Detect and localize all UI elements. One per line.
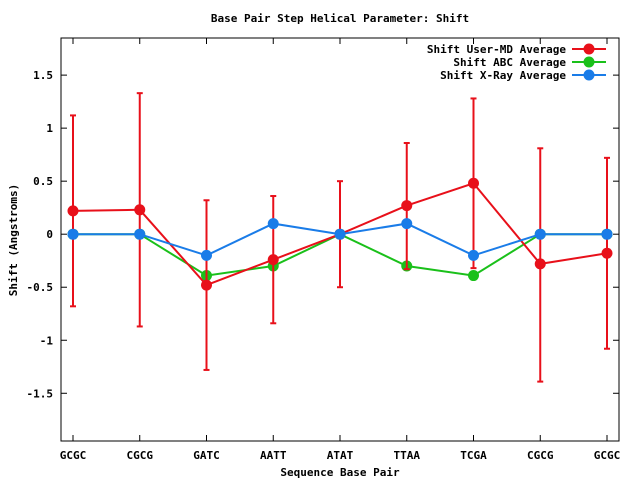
x-tick-label: GCGC xyxy=(594,449,621,462)
y-tick-label: 0.5 xyxy=(33,175,53,188)
data-point xyxy=(334,228,346,240)
data-point xyxy=(134,204,146,216)
legend-marker xyxy=(583,69,595,81)
x-axis-label: Sequence Base Pair xyxy=(280,466,400,479)
legend-label: Shift X-Ray Average xyxy=(440,69,566,82)
series-layer xyxy=(67,92,613,383)
data-point xyxy=(534,258,546,270)
y-tick-label: -0.5 xyxy=(27,281,54,294)
y-tick-label: -1.5 xyxy=(27,387,54,400)
series-0 xyxy=(67,92,613,383)
data-point xyxy=(267,218,279,230)
data-point xyxy=(134,228,146,240)
data-point xyxy=(267,254,279,266)
data-point xyxy=(468,270,479,282)
data-point xyxy=(601,228,613,240)
y-axis-ticks: -1.5 -1 -0.5 0 0.5 1 1.5 xyxy=(27,69,619,400)
data-point xyxy=(67,228,79,240)
data-point xyxy=(601,247,613,259)
x-tick-label: CGCG xyxy=(127,449,154,462)
legend-marker xyxy=(583,56,595,68)
legend-marker xyxy=(583,43,595,55)
x-tick-label: AATT xyxy=(260,449,287,462)
legend-label: Shift ABC Average xyxy=(453,56,566,69)
data-point xyxy=(468,249,479,261)
data-point xyxy=(201,249,212,261)
legend-label: Shift User-MD Average xyxy=(427,43,566,56)
x-axis-ticks: GCGC CGCG GATC AATT ATAT TTAA TCGA CGCG GCGC xyxy=(60,38,621,462)
chart-title: Base Pair Step Helical Parameter: Shift xyxy=(211,12,469,25)
series-2 xyxy=(67,218,613,261)
x-tick-label: GCGC xyxy=(60,449,87,462)
y-tick-label: 1.5 xyxy=(33,69,53,82)
y-tick-label: -1 xyxy=(40,334,54,347)
x-tick-label: GATC xyxy=(193,449,220,462)
data-point xyxy=(401,200,413,212)
x-tick-label: ATAT xyxy=(327,449,354,462)
x-tick-label: TCGA xyxy=(460,449,487,462)
y-tick-label: 1 xyxy=(46,122,53,135)
data-point xyxy=(534,228,546,240)
y-axis-label: Shift (Angstroms) xyxy=(7,184,20,297)
data-point xyxy=(67,205,79,217)
data-point xyxy=(201,279,212,291)
x-tick-label: CGCG xyxy=(527,449,554,462)
x-tick-label: TTAA xyxy=(394,449,421,462)
y-tick-label: 0 xyxy=(46,228,53,241)
data-point xyxy=(401,218,413,230)
data-point xyxy=(468,177,479,189)
